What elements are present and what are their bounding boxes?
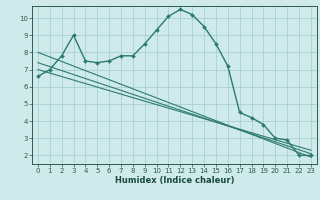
X-axis label: Humidex (Indice chaleur): Humidex (Indice chaleur) [115,176,234,185]
